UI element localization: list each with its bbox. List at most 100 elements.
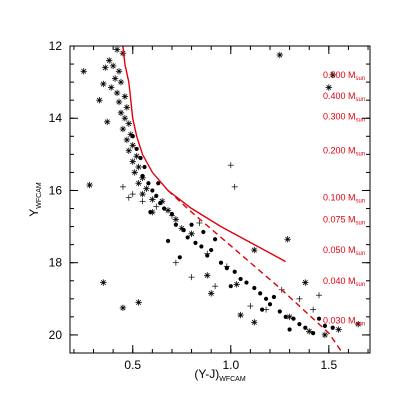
mass-label: 0.075 Msun [323, 214, 365, 226]
mass-label: 0.100 Msun [323, 193, 365, 205]
plus-point [316, 292, 323, 299]
asterisk-stroke [322, 332, 328, 338]
asterisk-stroke [106, 57, 112, 63]
dot-point [260, 307, 265, 312]
asterisk-point [306, 328, 313, 335]
dot-point [258, 291, 263, 296]
asterisk-point [329, 71, 336, 79]
asterisk-point [251, 246, 258, 254]
dot-point [316, 316, 322, 321]
asterisk-point [302, 279, 309, 286]
asterisk-point [121, 93, 129, 100]
asterisk-point [119, 125, 127, 133]
asterisk-point [115, 98, 123, 106]
x-tick-label: 0.5 [124, 358, 141, 372]
asterisk-stroke [122, 94, 128, 100]
y-tick-label: 18 [49, 256, 63, 270]
mass-unit-sub: sun [356, 251, 366, 257]
asterisk-point [100, 279, 107, 286]
asterisk-stroke [277, 52, 283, 58]
asterisk-stroke [104, 119, 110, 125]
model-lines [122, 45, 344, 354]
asterisk-stroke [134, 153, 140, 159]
asterisk-point [123, 104, 131, 111]
mass-value: 0.075 M [323, 214, 356, 224]
asterisk-point [102, 64, 109, 71]
dot-point [311, 331, 316, 336]
asterisk-stroke [136, 180, 142, 186]
dot-point [173, 222, 178, 227]
asterisk-point [117, 109, 125, 117]
asterisk-stroke [251, 247, 257, 253]
dot-point [130, 134, 135, 139]
plus-point [153, 203, 160, 210]
dot-point [199, 244, 204, 249]
asterisk-stroke [136, 164, 142, 170]
dot-point [303, 325, 308, 330]
asterisk-stroke [132, 169, 138, 175]
asterisk-point [104, 118, 111, 126]
mass-value: 0.040 M [323, 276, 356, 286]
mass-label: 0.500 Msun [323, 70, 365, 82]
dot-point [138, 155, 143, 161]
asterisk-stroke [126, 148, 132, 154]
asterisk-stroke [120, 50, 126, 56]
dot-point [267, 302, 273, 307]
asterisk-stroke [120, 305, 126, 311]
mass-label: 0.050 Msun [323, 245, 365, 257]
model-solid-line [122, 45, 287, 263]
asterisk-stroke [114, 47, 120, 53]
plus-point [168, 212, 175, 219]
y-tick-label: 20 [49, 328, 63, 342]
asterisk-stroke [302, 280, 308, 286]
mass-label: 0.200 Msun [323, 146, 365, 158]
asterisk-point [188, 230, 195, 238]
y-axis-title: YWFCAM [27, 182, 43, 217]
dot-point [181, 228, 186, 233]
asterisk-stroke [128, 131, 134, 138]
asterisk-stroke [116, 68, 122, 74]
mass-unit-sub: sun [356, 76, 366, 82]
asterisk-point [131, 169, 138, 176]
dot-point [271, 294, 277, 300]
asterisk-point [133, 152, 140, 160]
asterisk-point [139, 190, 146, 198]
asterisk-point [111, 75, 119, 82]
asterisk-point [117, 78, 125, 86]
x-tick-label: 1.5 [320, 358, 337, 372]
asterisk-stroke [238, 312, 244, 318]
dot-point [287, 327, 292, 332]
asterisk-point [143, 185, 150, 192]
asterisk-point [207, 290, 215, 297]
asterisk-point [237, 311, 244, 319]
mass-label: 0.300 Msun [323, 111, 365, 123]
asterisk-stroke [208, 290, 214, 296]
asterisk-stroke [149, 196, 155, 203]
asterisk-stroke [96, 97, 102, 103]
asterisk-stroke [102, 65, 108, 71]
asterisk-point [172, 216, 180, 223]
dot-point [263, 296, 269, 301]
asterisk-stroke [326, 85, 332, 91]
asterisk-point [121, 115, 129, 122]
asterisk-stroke [114, 90, 120, 96]
asterisk-point [233, 281, 240, 288]
mass-unit-sub: sun [356, 117, 366, 123]
mass-unit-sub: sun [356, 199, 366, 205]
mass-unit-sub: sun [356, 321, 366, 327]
asterisk-stroke [126, 121, 132, 127]
asterisk-stroke [306, 328, 312, 334]
asterisk-point [119, 304, 127, 312]
mass-value: 0.400 M [323, 91, 356, 101]
dot-point [140, 173, 145, 179]
mass-unit-sub: sun [356, 220, 366, 226]
dot-point [177, 255, 182, 260]
asterisk-stroke [112, 75, 118, 82]
dot-point [238, 276, 243, 282]
plus-point [125, 194, 132, 201]
mass-label: 0.030 Msun [323, 315, 365, 327]
asterisk-stroke [87, 182, 93, 188]
plus-point [129, 191, 136, 198]
